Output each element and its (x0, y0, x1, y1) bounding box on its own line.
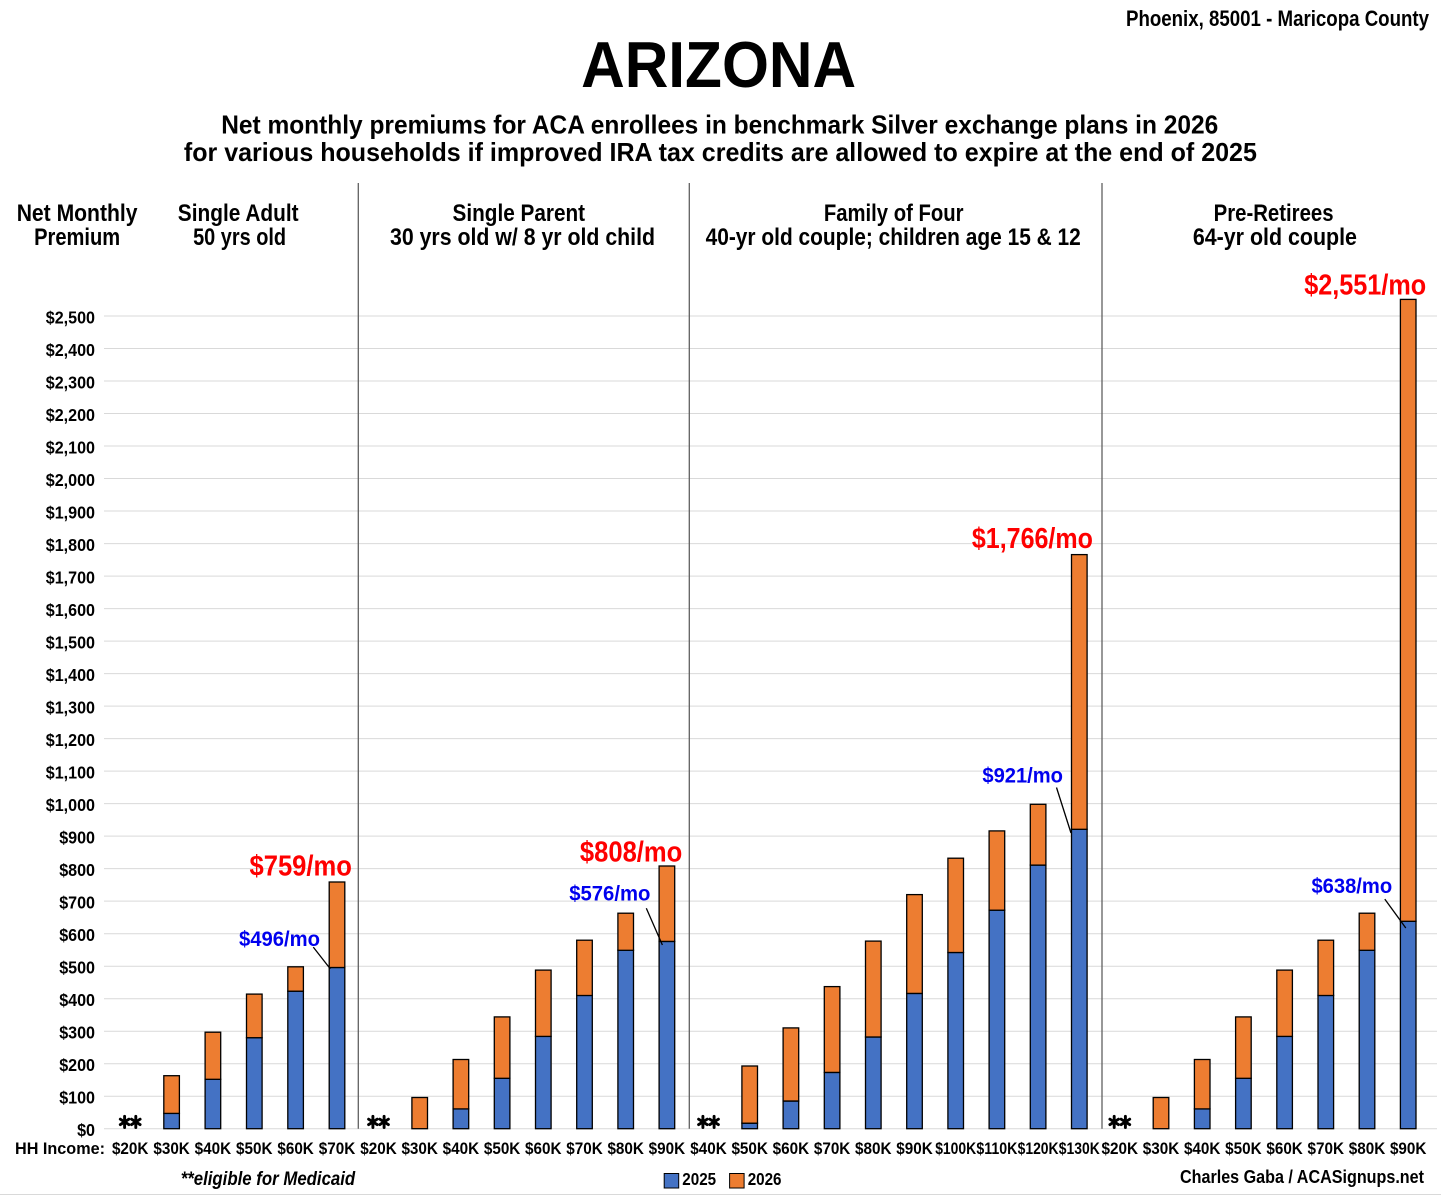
svg-text:for various households if impr: for various households if improved IRA t… (184, 137, 1257, 167)
svg-text:$2,500: $2,500 (46, 308, 95, 328)
svg-text:$400: $400 (59, 990, 95, 1010)
svg-text:$90K: $90K (1390, 1140, 1427, 1158)
svg-text:$500: $500 (59, 958, 95, 978)
svg-text:$1,200: $1,200 (46, 730, 95, 750)
svg-text:$60K: $60K (1266, 1140, 1303, 1158)
svg-text:$30K: $30K (401, 1140, 438, 1158)
svg-text:$70K: $70K (1308, 1140, 1345, 1158)
svg-text:$1,000: $1,000 (46, 795, 95, 815)
svg-text:ARIZONA: ARIZONA (581, 29, 856, 101)
svg-text:$50K: $50K (236, 1140, 273, 1158)
svg-text:$2,400: $2,400 (46, 340, 95, 360)
svg-text:Premium: Premium (34, 224, 120, 251)
svg-text:$808/mo: $808/mo (580, 836, 682, 868)
svg-text:$130K: $130K (1059, 1140, 1100, 1158)
svg-text:$50K: $50K (1225, 1140, 1262, 1158)
svg-text:$60K: $60K (525, 1140, 562, 1158)
svg-text:$80K: $80K (607, 1140, 644, 1158)
svg-text:$1,300: $1,300 (46, 698, 95, 718)
svg-text:2026: 2026 (748, 1169, 782, 1189)
svg-text:$80K: $80K (855, 1140, 892, 1158)
svg-text:$0: $0 (77, 1120, 95, 1140)
svg-text:Single Parent: Single Parent (453, 200, 586, 227)
svg-text:$2,100: $2,100 (46, 438, 95, 458)
svg-text:$1,700: $1,700 (46, 568, 95, 588)
svg-text:$90K: $90K (896, 1140, 933, 1158)
svg-text:$1,900: $1,900 (46, 503, 95, 523)
svg-text:64-yr old couple: 64-yr old couple (1193, 224, 1357, 251)
svg-text:$20K: $20K (1102, 1140, 1139, 1158)
svg-text:$1,100: $1,100 (46, 763, 95, 783)
svg-text:$1,400: $1,400 (46, 665, 95, 685)
svg-text:40-yr old couple; children age: 40-yr old couple; children age 15 & 12 (706, 224, 1081, 251)
svg-text:$40K: $40K (1184, 1140, 1221, 1158)
svg-text:$20K: $20K (112, 1140, 149, 1158)
svg-text:$1,766/mo: $1,766/mo (972, 522, 1093, 554)
svg-text:$759/mo: $759/mo (250, 850, 352, 882)
svg-text:Pre-Retirees: Pre-Retirees (1214, 200, 1334, 227)
svg-text:$200: $200 (59, 1055, 95, 1075)
svg-text:$300: $300 (59, 1023, 95, 1043)
svg-text:$80K: $80K (1349, 1140, 1386, 1158)
svg-text:Net Monthly: Net Monthly (17, 200, 138, 227)
svg-text:$40K: $40K (690, 1140, 727, 1158)
svg-text:$30K: $30K (1143, 1140, 1180, 1158)
svg-text:$2,300: $2,300 (46, 373, 95, 393)
svg-text:$638/mo: $638/mo (1311, 874, 1392, 898)
svg-text:$60K: $60K (773, 1140, 810, 1158)
svg-text:$70K: $70K (566, 1140, 603, 1158)
svg-text:$2,551/mo: $2,551/mo (1304, 269, 1426, 301)
svg-text:$120K: $120K (1018, 1140, 1059, 1158)
svg-text:$20K: $20K (360, 1140, 397, 1158)
svg-text:$496/mo: $496/mo (239, 927, 320, 951)
svg-text:$1,500: $1,500 (46, 633, 95, 653)
svg-text:**eligible for Medicaid: **eligible for Medicaid (181, 1168, 356, 1190)
svg-text:$40K: $40K (443, 1140, 480, 1158)
svg-text:Single Adult: Single Adult (178, 200, 299, 227)
svg-text:HH Income:: HH Income: (15, 1140, 105, 1158)
svg-text:$40K: $40K (195, 1140, 232, 1158)
svg-text:Phoenix, 85001 - Maricopa Coun: Phoenix, 85001 - Maricopa County (1126, 6, 1430, 31)
svg-text:$700: $700 (59, 893, 95, 913)
svg-text:$100K: $100K (935, 1140, 976, 1158)
svg-text:$900: $900 (59, 828, 95, 848)
svg-text:$1,800: $1,800 (46, 535, 95, 555)
svg-text:$70K: $70K (814, 1140, 851, 1158)
svg-text:$100: $100 (59, 1088, 95, 1108)
svg-text:Family of Four: Family of Four (824, 200, 964, 227)
svg-text:$60K: $60K (277, 1140, 314, 1158)
svg-text:$576/mo: $576/mo (569, 882, 650, 906)
svg-text:$70K: $70K (319, 1140, 356, 1158)
svg-text:Net monthly premiums for ACA e: Net monthly premiums for ACA enrollees i… (221, 110, 1218, 140)
svg-text:$90K: $90K (649, 1140, 686, 1158)
svg-text:$800: $800 (59, 860, 95, 880)
svg-text:$1,600: $1,600 (46, 600, 95, 620)
svg-text:$110K: $110K (976, 1140, 1017, 1158)
svg-text:$50K: $50K (731, 1140, 768, 1158)
svg-text:$2,200: $2,200 (46, 405, 95, 425)
svg-text:30 yrs old w/ 8 yr old child: 30 yrs old w/ 8 yr old child (390, 224, 655, 251)
svg-text:2025: 2025 (682, 1169, 716, 1189)
svg-text:$921/mo: $921/mo (982, 764, 1063, 788)
svg-text:Charles Gaba / ACASignups.net: Charles Gaba / ACASignups.net (1180, 1166, 1424, 1187)
svg-text:$600: $600 (59, 925, 95, 945)
svg-text:50 yrs old: 50 yrs old (193, 224, 286, 251)
svg-text:$30K: $30K (153, 1140, 190, 1158)
svg-text:$50K: $50K (484, 1140, 521, 1158)
svg-text:$2,000: $2,000 (46, 470, 95, 490)
